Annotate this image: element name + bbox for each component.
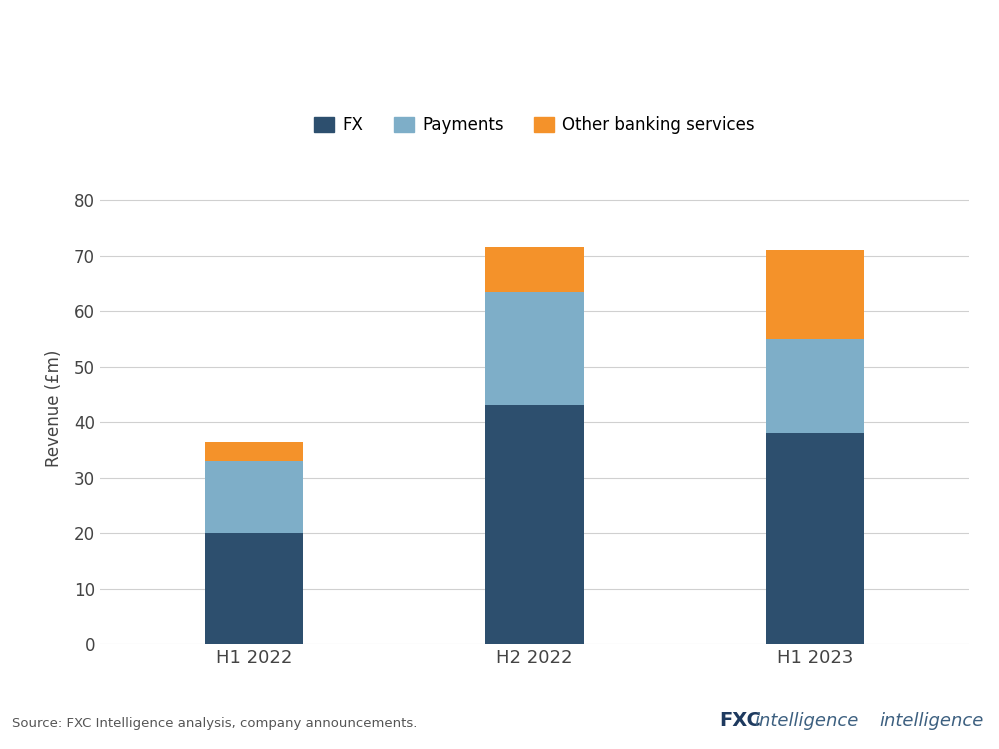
- Text: CAB Payments half-year revenues by product, 2022-2023: CAB Payments half-year revenues by produ…: [14, 86, 531, 105]
- Bar: [205, 533, 303, 644]
- Bar: [205, 461, 303, 533]
- Text: intelligence: intelligence: [880, 712, 984, 730]
- Bar: [766, 433, 864, 644]
- Y-axis label: Revenue (£m): Revenue (£m): [45, 350, 63, 467]
- Bar: [766, 339, 864, 433]
- Legend: FX, Payments, Other banking services: FX, Payments, Other banking services: [308, 110, 761, 141]
- Bar: [486, 291, 583, 405]
- Text: Source: FXC Intelligence analysis, company announcements.: Source: FXC Intelligence analysis, compa…: [12, 718, 418, 730]
- Bar: [205, 441, 303, 461]
- Bar: [486, 247, 583, 291]
- Bar: [766, 250, 864, 339]
- Text: intelligence: intelligence: [754, 712, 858, 730]
- Text: FXC: FXC: [719, 712, 761, 730]
- Text: CAB Payments sees YoY gains across all product areas: CAB Payments sees YoY gains across all p…: [14, 22, 908, 49]
- Bar: [486, 405, 583, 644]
